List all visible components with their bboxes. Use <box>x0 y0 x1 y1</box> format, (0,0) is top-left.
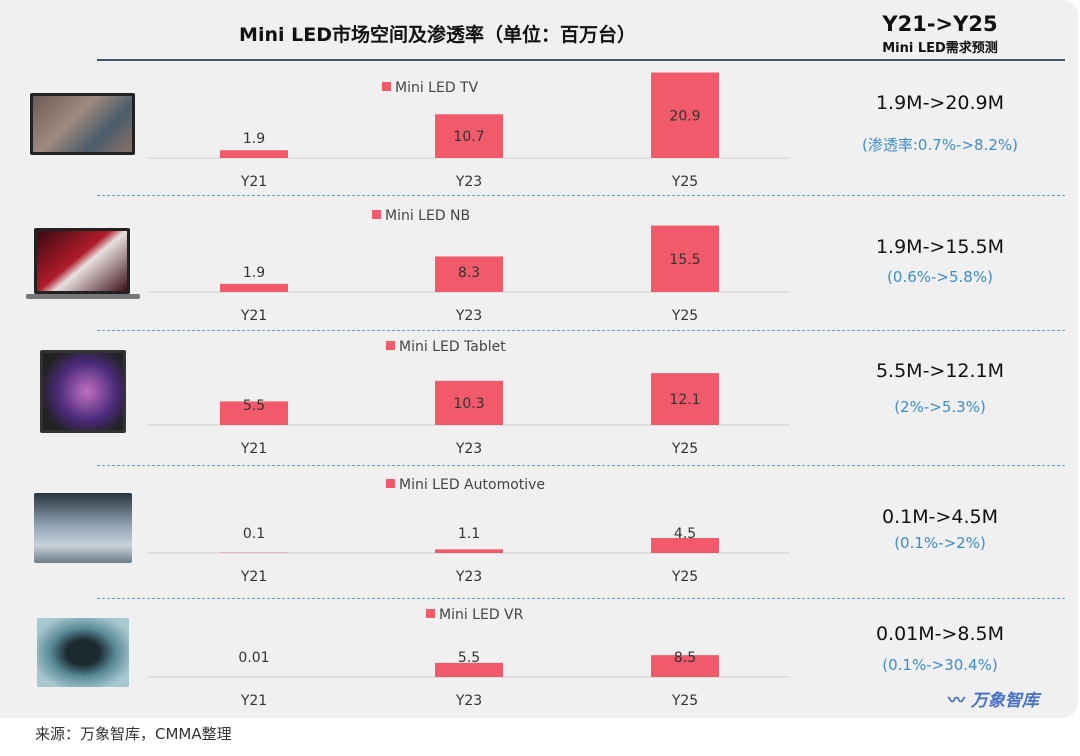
x-tick-label: Y25 <box>671 441 698 457</box>
data-label: 10.7 <box>453 129 484 145</box>
x-tick-label: Y21 <box>240 308 267 324</box>
penetration-rate: (0.1%->2%) <box>894 534 986 552</box>
section-divider <box>97 465 1065 466</box>
x-tick-label: Y25 <box>671 693 698 709</box>
laptop-image <box>34 228 130 294</box>
source-note: 来源：万象智库，CMMA整理 <box>35 725 232 743</box>
bar <box>220 401 288 425</box>
section-divider <box>97 330 1065 331</box>
legend-swatch <box>372 210 381 219</box>
data-label: 8.5 <box>674 650 696 666</box>
data-label: 10.3 <box>453 396 484 412</box>
data-label: 8.3 <box>458 265 480 281</box>
data-label: 4.5 <box>674 526 696 542</box>
bar <box>435 549 503 553</box>
data-label: 1.1 <box>458 526 480 542</box>
x-tick-label: Y23 <box>455 308 482 324</box>
car-interior-image <box>34 493 132 563</box>
demand-summary: 0.01M->8.5M <box>875 623 1005 645</box>
demand-summary: 0.1M->4.5M <box>882 506 998 528</box>
demand-summary: 1.9M->20.9M <box>875 92 1005 114</box>
legend-swatch <box>386 341 395 350</box>
vr-headset-image <box>37 618 129 687</box>
data-label: 1.9 <box>243 265 265 281</box>
legend-swatch <box>426 609 435 618</box>
watermark-text: 万象智库 <box>970 691 1039 711</box>
penetration-rate: (2%->5.3%) <box>894 398 986 416</box>
data-label: 1.9 <box>243 131 265 147</box>
header-divider <box>97 59 1065 61</box>
legend-swatch <box>386 479 395 488</box>
forecast-header: Y21->Y25 Mini LED需求预测 <box>840 12 1040 56</box>
x-tick-label: Y23 <box>455 693 482 709</box>
legend-label: Mini LED VR <box>439 607 524 623</box>
data-label: 0.1 <box>243 526 265 542</box>
tablet-image <box>40 350 126 433</box>
x-tick-label: Y25 <box>671 569 698 585</box>
x-tick-label: Y21 <box>240 441 267 457</box>
bar <box>651 538 719 553</box>
chart-title: Mini LED市场空间及渗透率（单位：百万台） <box>239 24 636 46</box>
x-tick-label: Y21 <box>240 569 267 585</box>
bar <box>435 662 503 677</box>
forecast-subtitle: Mini LED需求预测 <box>882 41 998 56</box>
tv-image <box>30 93 135 155</box>
bar <box>651 373 719 425</box>
x-tick-label: Y23 <box>455 569 482 585</box>
bar <box>651 655 719 677</box>
demand-summary: 5.5M->12.1M <box>875 360 1005 382</box>
x-tick-label: Y21 <box>240 693 267 709</box>
bar <box>435 256 503 292</box>
legend-label: Mini LED NB <box>385 208 470 224</box>
legend-label: Mini LED TV <box>395 80 479 96</box>
penetration-rate: (0.6%->5.8%) <box>887 268 993 286</box>
bar <box>435 114 503 158</box>
bar <box>651 225 719 292</box>
x-tick-label: Y21 <box>240 174 267 190</box>
forecast-period: Y21->Y25 <box>882 12 998 36</box>
data-label: 15.5 <box>669 252 700 268</box>
data-label: 20.9 <box>669 108 700 124</box>
data-label: 12.1 <box>669 392 700 408</box>
bar <box>220 150 288 158</box>
penetration-rate: (0.1%->30.4%) <box>882 656 998 674</box>
x-tick-label: Y23 <box>455 174 482 190</box>
bar <box>435 380 503 425</box>
data-label: 5.5 <box>243 398 265 414</box>
legend-label: Mini LED Tablet <box>399 339 506 355</box>
demand-summary: 1.9M->15.5M <box>875 236 1005 258</box>
data-label: 0.01 <box>238 650 269 666</box>
bar <box>651 72 719 158</box>
watermark-logo: 〰 万象智库 <box>948 686 1039 711</box>
section-divider <box>97 195 1065 196</box>
logo-wave-icon: 〰 <box>948 691 965 711</box>
legend-label: Mini LED Automotive <box>399 477 545 493</box>
data-label: 5.5 <box>458 650 480 666</box>
bar <box>220 283 288 292</box>
laptop-base <box>26 294 140 299</box>
legend-swatch <box>382 82 391 91</box>
penetration-rate: (渗透率:0.7%->8.2%) <box>862 136 1018 154</box>
x-tick-label: Y23 <box>455 441 482 457</box>
x-tick-label: Y25 <box>671 174 698 190</box>
x-tick-label: Y25 <box>671 308 698 324</box>
section-divider <box>97 598 1065 599</box>
